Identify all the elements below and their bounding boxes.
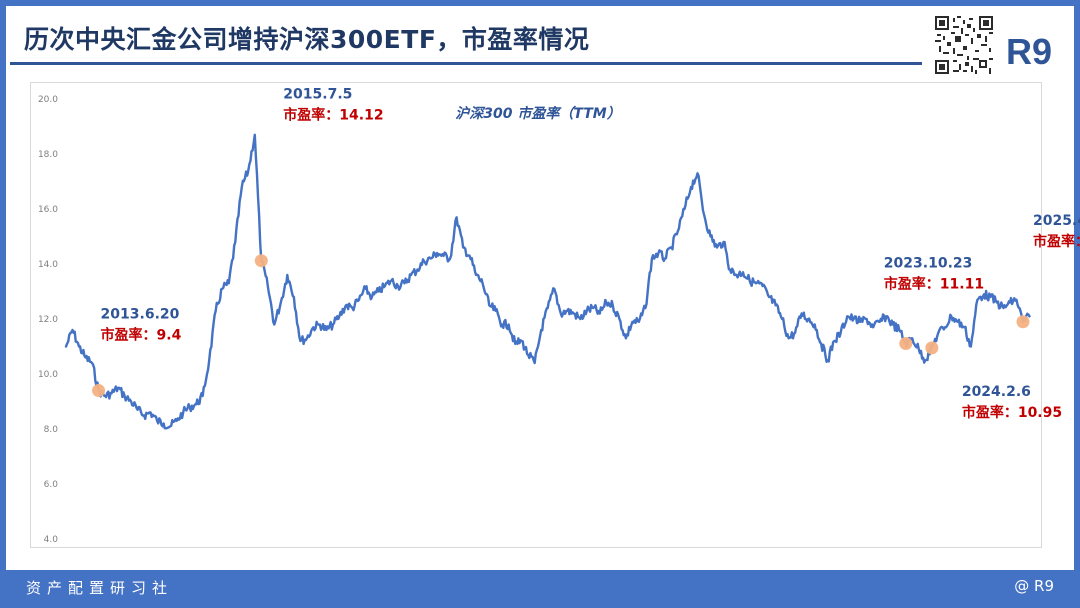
annotation-pe: 市盈率：9.4 (101, 327, 182, 344)
y-axis-ticks: 4.0 6.0 8.0 10.0 12.0 14.0 16.0 18.0 20.0 (38, 95, 58, 545)
y-tick-label: 14.0 (38, 260, 58, 270)
annotation-markers (92, 254, 1030, 397)
annotation-labels: 2013.6.20 市盈率：9.4 2015.7.5 市盈率：14.12 2023.10… (101, 87, 1080, 421)
plot-frame (30, 82, 1042, 548)
annotation-pe: 市盈率：11.11 (884, 275, 984, 292)
y-tick-label: 20.0 (38, 95, 58, 105)
annotation-date: 2024.2.6 (962, 384, 1031, 400)
y-tick-label: 6.0 (44, 480, 59, 490)
annotation-pe: 市盈率：11.9 (1033, 233, 1080, 250)
y-tick-label: 16.0 (38, 205, 58, 215)
annotation-marker (899, 336, 913, 350)
annotation-date: 2013.6.20 (101, 307, 180, 323)
annotation-date: 2025.4.7 (1033, 213, 1080, 229)
annotation-pe: 市盈率：14.12 (283, 107, 383, 124)
title-underline (10, 62, 922, 65)
annotation-marker (925, 341, 939, 355)
y-tick-label: 10.0 (38, 370, 58, 380)
footer-handle: @ R9 (1014, 577, 1054, 595)
qr-code-icon (935, 16, 993, 74)
page-title: 历次中央汇金公司增持沪深300ETF，市盈率情况 (24, 25, 590, 54)
brand-logo: R9 (1006, 31, 1053, 72)
y-tick-label: 18.0 (38, 150, 58, 160)
annotation-marker (92, 384, 106, 397)
annotation-marker (1016, 315, 1030, 329)
annotation-pe: 市盈率：10.95 (962, 404, 1062, 421)
y-tick-label: 8.0 (44, 425, 59, 435)
annotation-date: 2023.10.23 (884, 255, 973, 271)
footer-publisher: 资产配置研习社 (26, 579, 174, 597)
slide (6, 6, 1074, 570)
y-tick-label: 12.0 (38, 315, 58, 325)
pe-line (64, 133, 1031, 430)
y-tick-label: 4.0 (44, 535, 59, 545)
annotation-marker (254, 254, 268, 268)
annotation-date: 2015.7.5 (283, 87, 352, 103)
chart-title: 沪深300 市盈率（TTM） (455, 105, 620, 122)
